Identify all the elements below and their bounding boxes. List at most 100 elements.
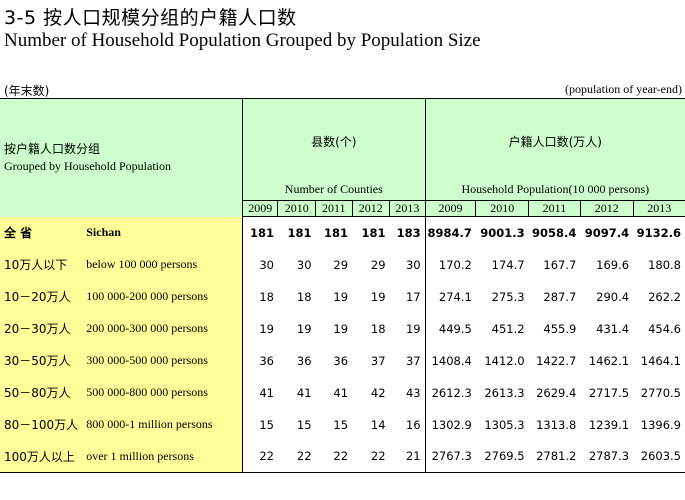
year-header: 2012 [579, 200, 634, 217]
counties-cell: 17 [405, 289, 421, 304]
population-cell: 167.7 [543, 257, 577, 272]
group-label-chinese: 20－30万人 [0, 312, 87, 345]
counties-cell: 16 [405, 417, 421, 432]
counties-cell: 19 [333, 321, 349, 336]
counties-cell: 41 [241, 376, 278, 409]
counties-cell: 30 [296, 257, 312, 272]
group-label-english: 100 000-200 000 persons [86, 280, 243, 313]
year-header: 2013 [389, 200, 426, 217]
counties-cell: 181 [241, 216, 278, 249]
population-cell: 1239.1 [588, 417, 630, 432]
counties-cell: 22 [315, 440, 353, 473]
counties-cell: 18 [241, 280, 278, 313]
counties-cell: 15 [241, 408, 278, 441]
population-cell: 2770.5 [640, 385, 681, 400]
year-header: 2009 [424, 200, 476, 217]
table-row: 100万人以上 over 1 million persons 22 22 22 … [0, 440, 685, 473]
row-header-cell: 按户籍人口数分组 Grouped by Household Population [0, 98, 243, 217]
table-row: 10－20万人 100 000-200 000 persons 18 18 19… [0, 280, 685, 313]
table-row: 10万人以下 below 100 000 persons 30 30 29 29… [0, 248, 685, 281]
population-cell: 287.7 [543, 289, 577, 304]
counties-cell: 30 [241, 248, 278, 281]
counties-cell: 22 [277, 440, 316, 473]
counties-cell: 36 [241, 344, 278, 377]
group-label-english: 800 000-1 million persons [86, 408, 243, 441]
counties-cell: 42 [370, 385, 386, 400]
population-cell: 1412.0 [484, 353, 525, 368]
population-table: 按户籍人口数分组 Grouped by Household Population… [0, 98, 685, 473]
year-header: 2009 [241, 200, 278, 217]
year-header: 2013 [632, 200, 685, 217]
counties-cell: 43 [405, 385, 421, 400]
group-label-chinese: 全 省 [0, 216, 87, 249]
group-label-english: 500 000-800 000 persons [86, 376, 243, 409]
population-cell: 169.6 [596, 257, 630, 272]
year-header: 2010 [475, 200, 529, 217]
counties-cell: 181 [287, 225, 312, 240]
population-cell: 1408.4 [424, 344, 476, 377]
counties-header-chinese: 县数(个) [311, 135, 357, 149]
unit-note-english: (population of year-end) [564, 82, 682, 96]
counties-cell: 19 [333, 289, 349, 304]
counties-group-header: 县数(个) Number of Counties [241, 98, 426, 201]
table-title-chinese: 3-5 按人口规模分组的户籍人口数 [4, 7, 297, 29]
year-header: 2011 [315, 200, 353, 217]
table-title-english: Number of Household Population Grouped b… [4, 30, 481, 51]
table-row: 30－50万人 300 000-500 000 persons 36 36 36… [0, 344, 685, 377]
population-cell: 2767.3 [424, 440, 476, 473]
counties-cell: 15 [296, 417, 312, 432]
population-cell: 8984.7 [424, 216, 476, 249]
counties-cell: 19 [296, 321, 312, 336]
population-cell: 1396.9 [640, 417, 681, 432]
population-cell: 2603.5 [633, 440, 685, 473]
row-header-english: Grouped by Household Population [4, 158, 171, 173]
counties-cell: 41 [333, 385, 349, 400]
counties-cell: 14 [370, 417, 386, 432]
population-cell: 1462.1 [588, 353, 630, 368]
counties-header-english: Number of Counties [284, 182, 383, 196]
counties-cell: 36 [333, 353, 349, 368]
table-row: 80－100万人 800 000-1 million persons 15 15… [0, 408, 685, 441]
group-label-english: Sichan [86, 216, 243, 249]
population-cell: 9058.4 [531, 225, 577, 240]
population-cell: 451.2 [491, 321, 525, 336]
population-group-header: 户籍人口数(万人) Household Population(10 000 pe… [424, 98, 685, 201]
population-cell: 1313.8 [536, 417, 577, 432]
group-label-chinese: 10万人以下 [0, 248, 87, 281]
population-cell: 431.4 [596, 321, 630, 336]
counties-cell: 30 [405, 257, 421, 272]
population-cell: 455.9 [543, 321, 577, 336]
group-label-english: below 100 000 persons [86, 248, 243, 281]
group-label-chinese: 100万人以上 [0, 440, 87, 473]
population-cell: 2613.3 [484, 385, 525, 400]
counties-cell: 18 [296, 289, 312, 304]
year-header: 2012 [351, 200, 390, 217]
population-cell: 9132.6 [636, 225, 681, 240]
counties-cell: 41 [296, 385, 312, 400]
row-header-chinese: 按户籍人口数分组 [4, 141, 101, 156]
population-cell: 2781.2 [528, 440, 581, 473]
counties-cell: 22 [241, 440, 278, 473]
table-row: 50－80万人 500 000-800 000 persons 41 41 41… [0, 376, 685, 409]
population-cell: 449.5 [424, 312, 476, 345]
table-row: 20－30万人 200 000-300 000 persons 19 19 19… [0, 312, 685, 345]
group-label-chinese: 50－80万人 [0, 376, 87, 409]
population-cell: 1464.1 [640, 353, 681, 368]
population-cell: 290.4 [596, 289, 630, 304]
year-header: 2011 [528, 200, 581, 217]
population-header-chinese: 户籍人口数(万人) [508, 135, 602, 149]
counties-cell: 15 [333, 417, 349, 432]
group-label-chinese: 80－100万人 [0, 408, 87, 441]
counties-cell: 22 [352, 440, 390, 473]
population-cell: 9001.3 [480, 225, 525, 240]
counties-cell: 36 [296, 353, 312, 368]
population-cell: 454.6 [648, 321, 681, 336]
counties-cell: 21 [389, 440, 426, 473]
population-cell: 2717.5 [588, 385, 630, 400]
table-row: 全 省 Sichan 181 181 181 181 183 8984.7 90… [0, 216, 685, 249]
counties-cell: 37 [405, 353, 421, 368]
population-cell: 274.1 [424, 280, 476, 313]
group-label-chinese: 30－50万人 [0, 344, 87, 377]
population-cell: 180.8 [648, 257, 681, 272]
counties-cell: 18 [370, 321, 386, 336]
